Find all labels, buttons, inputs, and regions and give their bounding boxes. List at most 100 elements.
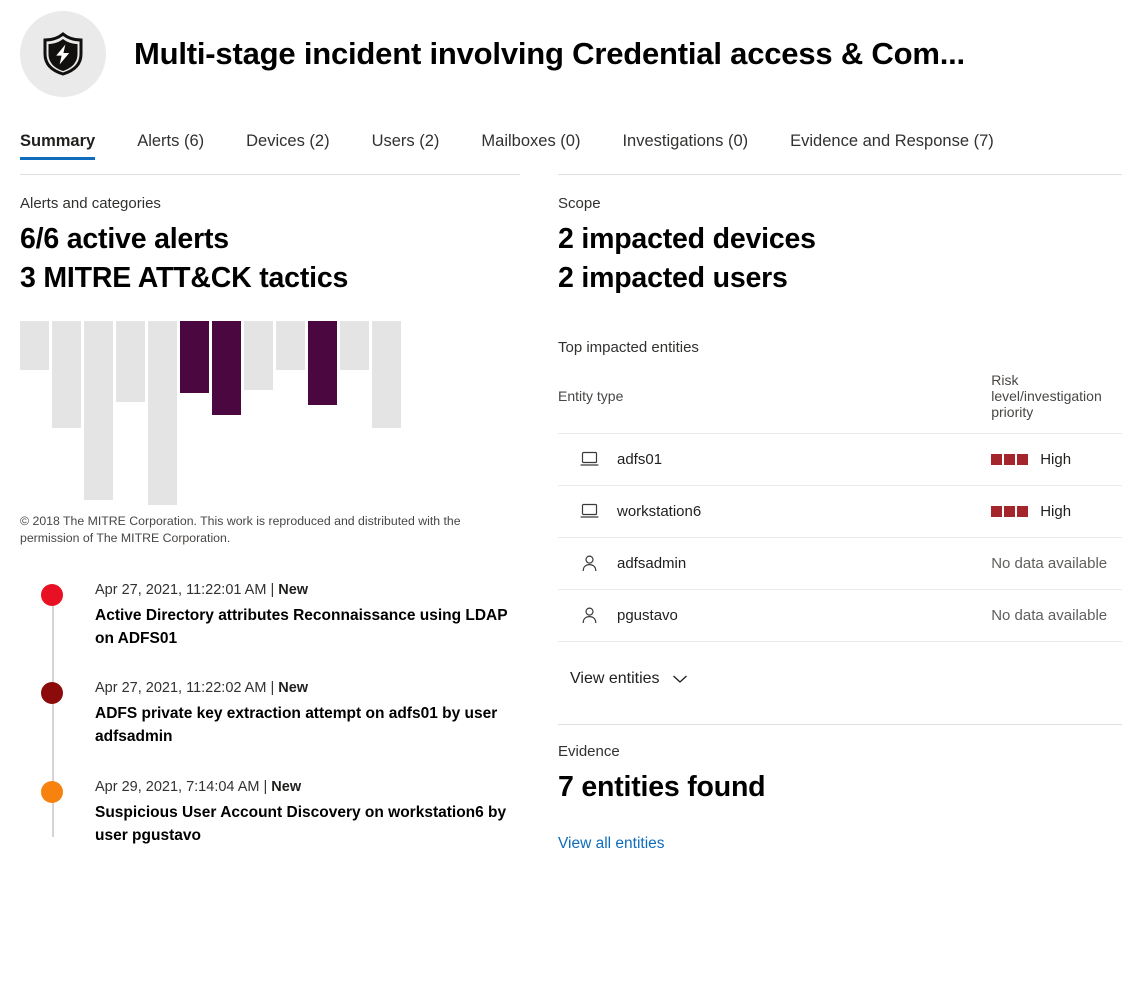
- risk-level-text: High: [1040, 450, 1072, 468]
- mitre-tactic-bar[interactable]: [212, 320, 241, 415]
- tab-label: Summary: [20, 132, 96, 150]
- view-entities-label: View entities: [570, 669, 660, 687]
- timeline-meta: Apr 29, 2021, 7:14:04 AM | New: [95, 779, 515, 795]
- column-header-entity-type: Entity type: [558, 371, 702, 434]
- risk-level-text: High: [1040, 502, 1072, 520]
- mitre-tactic-bar[interactable]: [180, 320, 209, 393]
- entity-name: workstation6: [617, 502, 702, 520]
- summary-body: Alerts and categories 6/6 active alerts …: [0, 174, 1122, 877]
- timeline-title[interactable]: ADFS private key extraction attempt on a…: [95, 705, 498, 746]
- risk-level-text: No data available: [991, 606, 1108, 624]
- tab-label: Mailboxes (0): [481, 132, 581, 150]
- incident-avatar: [20, 11, 106, 97]
- shield-lightning-icon: [42, 32, 84, 76]
- timeline-status: New: [278, 680, 309, 697]
- severity-dot: [41, 780, 63, 803]
- severity-dot: [41, 682, 63, 705]
- scope-panel: Scope 2 impacted devices 2 impacted user…: [558, 174, 1122, 877]
- device-icon: [580, 451, 599, 467]
- risk-level-blocks-icon: [991, 505, 1029, 517]
- mitre-tactic-bar[interactable]: [20, 320, 49, 370]
- mitre-tactic-bar[interactable]: [84, 320, 113, 500]
- entity-name: adfs01: [617, 450, 663, 468]
- page-title: Multi-stage incident involving Credentia…: [134, 36, 965, 71]
- alerts-section-label: Alerts and categories: [20, 195, 161, 212]
- alerts-and-categories-panel: Alerts and categories 6/6 active alerts …: [20, 174, 520, 877]
- mitre-tactic-bar[interactable]: [276, 320, 305, 370]
- view-all-entities-link[interactable]: View all entities: [558, 834, 665, 852]
- user-icon: [580, 555, 599, 572]
- user-icon: [580, 607, 599, 624]
- view-entities-button[interactable]: View entities: [570, 670, 688, 688]
- timeline-title[interactable]: Active Directory attributes Reconnaissan…: [95, 606, 508, 647]
- timeline-status: New: [271, 778, 302, 795]
- timeline-item[interactable]: Apr 27, 2021, 11:22:02 AM | New ADFS pri…: [20, 680, 520, 749]
- tab-label: Alerts (6): [137, 132, 205, 150]
- alert-timeline: Apr 27, 2021, 11:22:01 AM | New Active D…: [20, 582, 520, 848]
- mitre-tactic-bar[interactable]: [244, 320, 273, 390]
- impacted-users-stat: 2 impacted users: [558, 262, 788, 295]
- table-row[interactable]: workstation6 High: [558, 485, 1122, 538]
- mitre-tactic-bar[interactable]: [308, 320, 337, 405]
- timeline-connector: [52, 601, 54, 838]
- mitre-credit-text: © 2018 The MITRE Corporation. This work …: [20, 513, 461, 546]
- evidence-panel: Evidence 7 entities found View all entit…: [558, 723, 1122, 853]
- timeline-meta: Apr 27, 2021, 11:22:02 AM | New: [95, 680, 515, 696]
- timeline-body: Apr 27, 2021, 11:22:02 AM | New ADFS pri…: [95, 680, 515, 749]
- timeline-timestamp: Apr 29, 2021, 7:14:04 AM: [95, 778, 260, 795]
- entity-name: adfsadmin: [617, 554, 687, 572]
- tab-mailboxes[interactable]: Mailboxes (0): [481, 132, 580, 160]
- evidence-stat: 7 entities found: [558, 770, 766, 803]
- entity-name: pgustavo: [617, 606, 678, 624]
- impacted-devices-stat: 2 impacted devices: [558, 223, 816, 255]
- tab-label: Users (2): [371, 132, 440, 150]
- timeline-timestamp: Apr 27, 2021, 11:22:01 AM: [95, 581, 267, 598]
- risk-level-blocks-icon: [991, 453, 1029, 465]
- entity-cell: workstation6: [558, 503, 701, 520]
- incident-tabs: Summary Alerts (6) Devices (2) Users (2)…: [0, 132, 1122, 174]
- severity-dot: [41, 583, 63, 606]
- table-row[interactable]: adfs01 High: [558, 433, 1122, 486]
- mitre-tactic-bar[interactable]: [340, 320, 369, 370]
- timeline-status: New: [278, 581, 309, 598]
- column-header-risk-level: Risk level/investigation priority: [701, 371, 1122, 434]
- tab-users[interactable]: Users (2): [372, 132, 440, 160]
- mitre-tactics-stat: 3 MITRE ATT&CK tactics: [20, 262, 349, 295]
- top-impacted-entities-table: Entity type Risk level/investigation pri…: [558, 371, 1122, 642]
- table-header-row: Entity type Risk level/investigation pri…: [558, 371, 1122, 434]
- tab-label: Devices (2): [246, 132, 330, 150]
- tab-devices[interactable]: Devices (2): [246, 132, 329, 160]
- tab-evidence-and-response[interactable]: Evidence and Response (7): [790, 132, 994, 160]
- timeline-title[interactable]: Suspicious User Account Discovery on wor…: [95, 803, 507, 844]
- chevron-down-icon: [672, 674, 688, 684]
- tab-label: Evidence and Response (7): [790, 132, 994, 150]
- timeline-item[interactable]: Apr 27, 2021, 11:22:01 AM | New Active D…: [20, 582, 520, 651]
- top-impacted-entities-label: Top impacted entities: [558, 338, 699, 356]
- tab-investigations[interactable]: Investigations (0): [622, 132, 748, 160]
- tab-alerts[interactable]: Alerts (6): [137, 132, 204, 160]
- mitre-tactic-bar[interactable]: [148, 320, 177, 505]
- tab-summary[interactable]: Summary: [20, 132, 96, 160]
- device-icon: [580, 503, 599, 519]
- timeline-body: Apr 29, 2021, 7:14:04 AM | New Suspiciou…: [95, 779, 515, 848]
- mitre-attack-chart: [20, 320, 460, 511]
- timeline-separator: |: [266, 581, 279, 598]
- timeline-timestamp: Apr 27, 2021, 11:22:02 AM: [95, 680, 267, 697]
- entity-cell: pgustavo: [558, 607, 701, 624]
- mitre-chart-wrap: [20, 320, 520, 521]
- entity-cell: adfs01: [558, 451, 701, 468]
- table-row[interactable]: pgustavo No data available: [558, 589, 1122, 642]
- scope-section-label: Scope: [558, 195, 601, 212]
- risk-cell: High: [701, 503, 1122, 520]
- timeline-item[interactable]: Apr 29, 2021, 7:14:04 AM | New Suspiciou…: [20, 779, 520, 848]
- table-row[interactable]: adfsadmin No data available: [558, 537, 1122, 590]
- mitre-tactic-bar[interactable]: [52, 320, 81, 428]
- tab-label: Investigations (0): [622, 132, 749, 150]
- risk-level-text: No data available: [991, 554, 1108, 572]
- timeline-separator: |: [266, 680, 279, 697]
- timeline-meta: Apr 27, 2021, 11:22:01 AM | New: [95, 582, 515, 598]
- risk-cell: High: [701, 451, 1122, 468]
- mitre-tactic-bar[interactable]: [116, 320, 145, 402]
- timeline-body: Apr 27, 2021, 11:22:01 AM | New Active D…: [95, 582, 515, 651]
- mitre-tactic-bar[interactable]: [372, 320, 401, 428]
